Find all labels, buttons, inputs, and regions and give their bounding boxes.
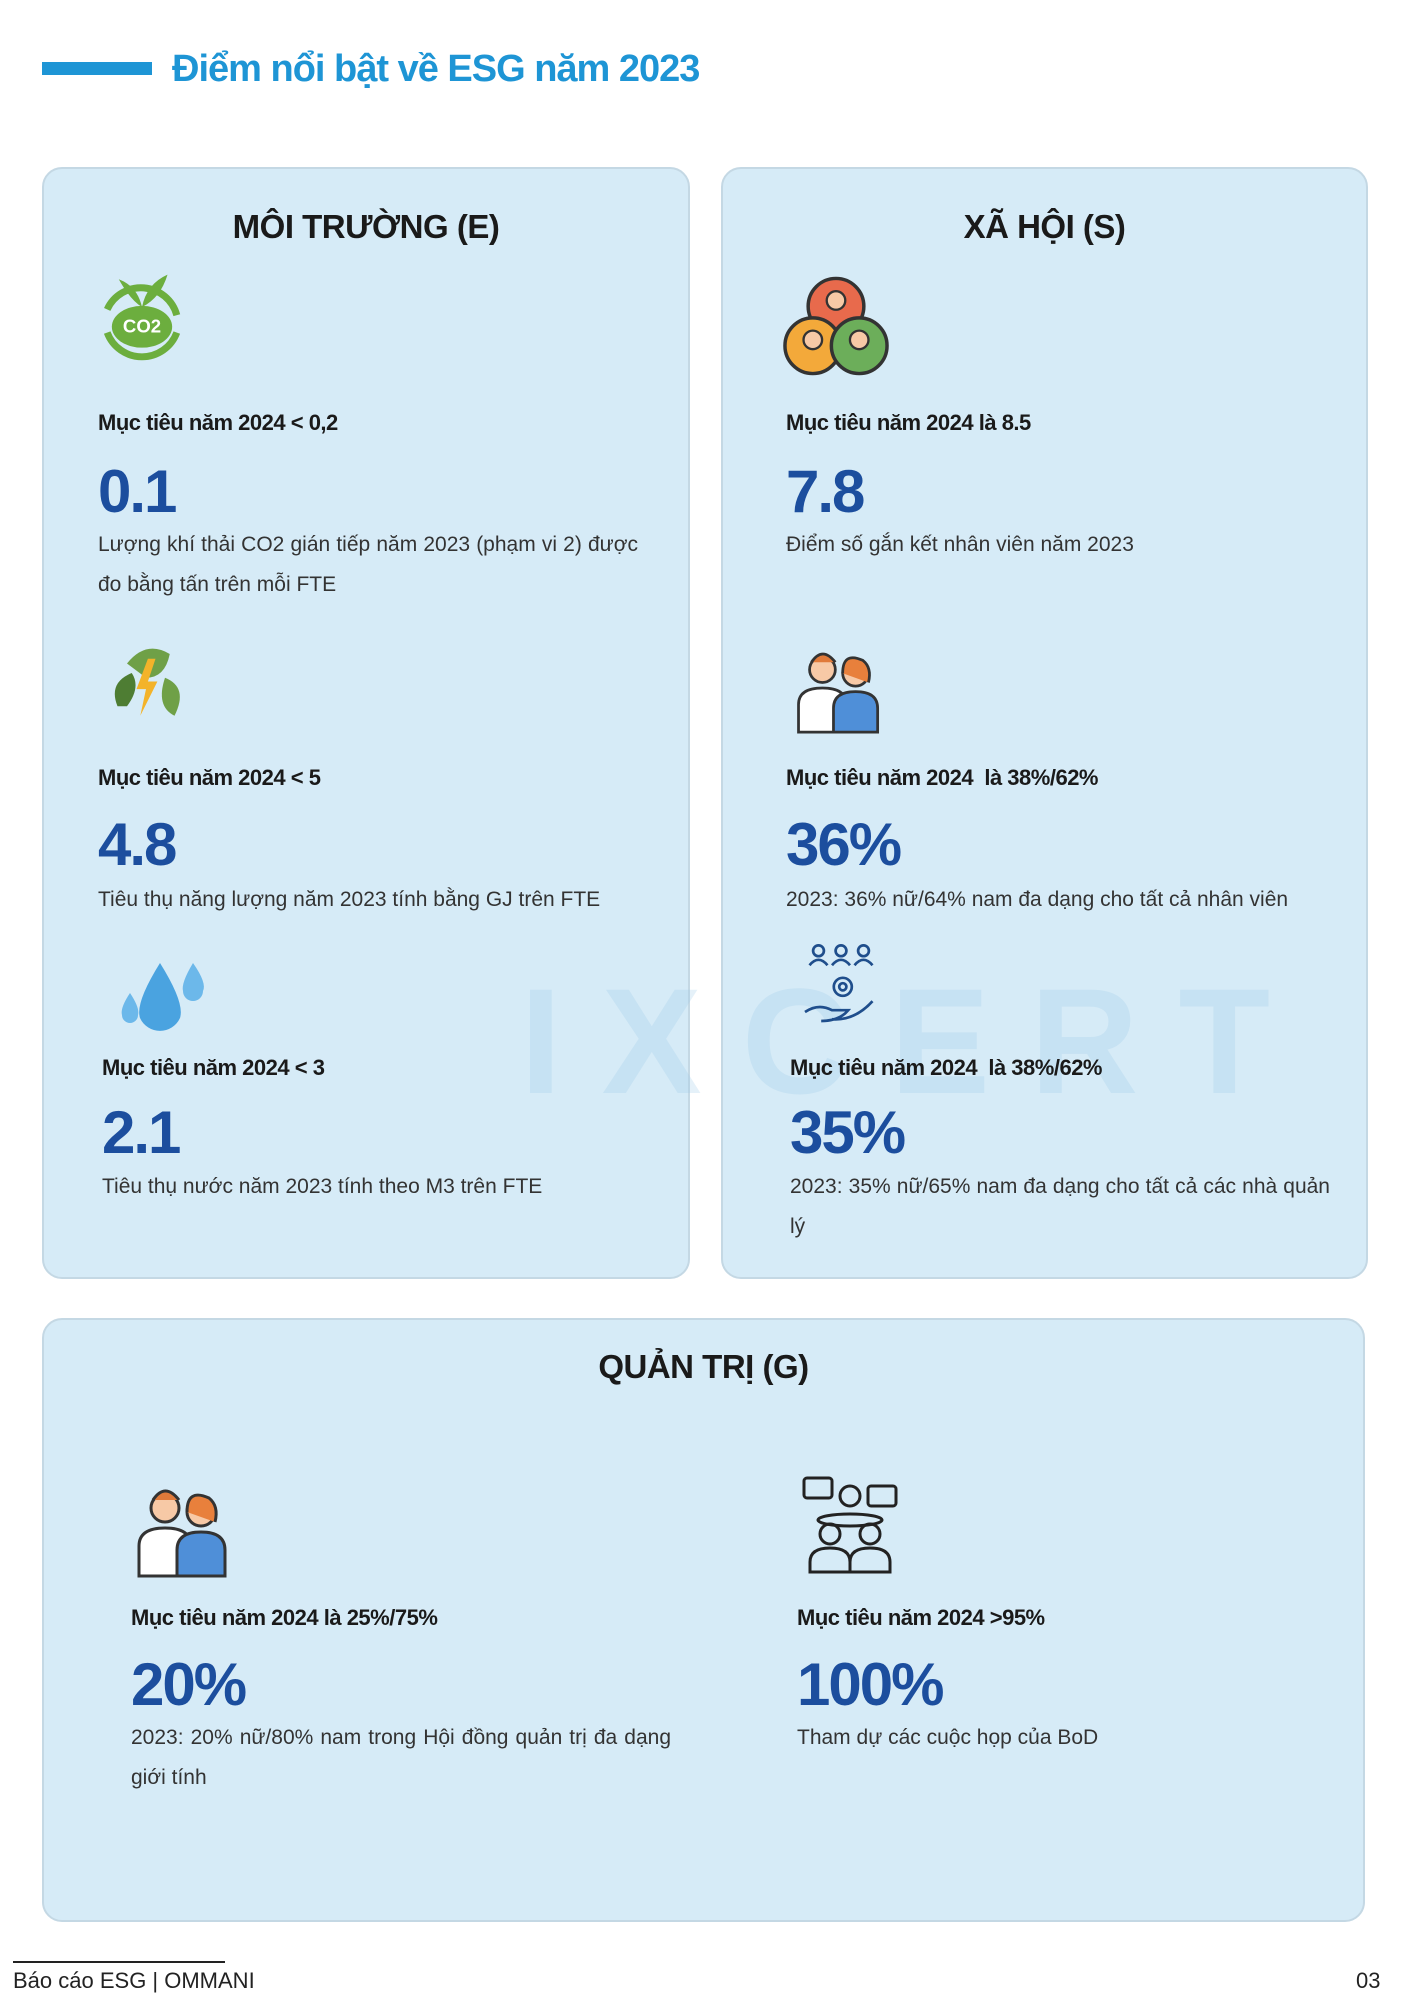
metric-value: 35% <box>790 1099 906 1166</box>
description: Điểm số gắn kết nhân viên năm 2023 <box>786 533 1134 556</box>
icon <box>783 276 889 376</box>
target: Mục tiêu năm 2024 >95% <box>797 1605 1045 1630</box>
target: Mục tiêu năm 2024 là 25%/75% <box>131 1605 438 1630</box>
icon-text: CO2 <box>123 316 161 337</box>
page-title: Điểm nổi bật về ESG năm 2023 <box>172 48 700 90</box>
footer-left: Báo cáo ESG | OMMANI <box>13 1968 255 1993</box>
card-g <box>42 1318 1365 1922</box>
description: 2023: 20% nữ/80% nam trong Hội đồng quản… <box>131 1726 671 1789</box>
icon <box>121 963 204 1031</box>
target: Mục tiêu năm 2024 là 38%/62% <box>790 1055 1103 1080</box>
description: Tham dự các cuộc họp của BoD <box>797 1726 1099 1749</box>
metric-value: 7.8 <box>786 458 865 525</box>
metric-value: 100% <box>797 1651 944 1718</box>
metric-value: 2.1 <box>102 1099 181 1166</box>
icon <box>114 648 180 716</box>
description: Tiêu thụ năng lượng năm 2023 tính bằng G… <box>98 888 601 911</box>
section-heading: MÔI TRƯỜNG (E) <box>232 208 500 245</box>
icon <box>802 1476 898 1574</box>
target: Mục tiêu năm 2024 < 5 <box>98 765 321 790</box>
section-heading: QUẢN TRỊ (G) <box>598 1348 809 1385</box>
section-heading: XÃ HỘI (S) <box>963 208 1126 245</box>
title-bar <box>42 62 152 75</box>
icon <box>804 944 874 1023</box>
icon: CO2 <box>103 274 181 361</box>
watermark: IXCERT <box>520 957 1311 1125</box>
description: Lượng khí thải CO2 gián tiếp năm 2023 (p… <box>98 533 638 596</box>
metric-value: 4.8 <box>98 811 177 878</box>
description: 2023: 36% nữ/64% nam đa dạng cho tất cả … <box>786 888 1289 911</box>
description: Tiêu thụ nước năm 2023 tính theo M3 trên… <box>102 1175 543 1198</box>
card-e <box>42 167 690 1279</box>
target: Mục tiêu năm 2024 là 8.5 <box>786 410 1031 435</box>
metric-value: 20% <box>131 1651 247 1718</box>
metric-value: 36% <box>786 811 902 878</box>
metric-value: 0.1 <box>98 458 177 525</box>
target: Mục tiêu năm 2024 < 0,2 <box>98 410 338 435</box>
footer-rule <box>13 1961 225 1963</box>
icon <box>797 652 880 734</box>
icon <box>137 1489 227 1578</box>
description: 2023: 35% nữ/65% nam đa dạng cho tất cả … <box>790 1175 1330 1238</box>
target: Mục tiêu năm 2024 là 38%/62% <box>786 765 1099 790</box>
target: Mục tiêu năm 2024 < 3 <box>102 1055 325 1080</box>
page-number: 03 <box>1356 1968 1381 1993</box>
